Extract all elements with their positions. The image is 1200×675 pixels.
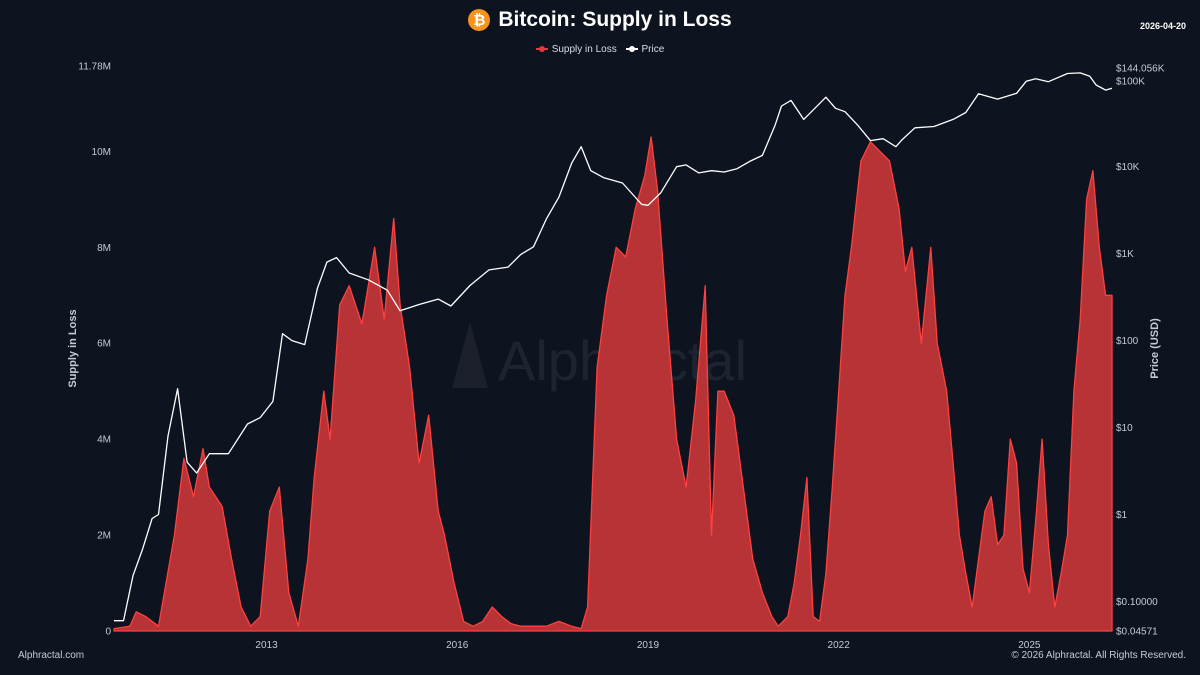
y2-tick-label: $10 [1116,423,1133,434]
y-tick-label: 2M [97,531,111,542]
y2-tick-label: $1 [1116,510,1128,521]
x-tick-label: 2016 [446,640,469,651]
watermark-logo-icon [452,322,488,388]
footer-site[interactable]: Alphractal.com [18,650,85,661]
y-tick-label: 4M [97,435,111,446]
legend-label-supply: Supply in Loss [551,43,617,55]
y-axis-title: Supply in Loss [67,309,79,387]
supply-in-loss-area [113,136,1113,632]
footer-copyright: © 2026 Alphractal. All Rights Reserved. [1011,650,1186,661]
y2-tick-label: $144.056K [1116,64,1165,75]
report-date: 2026-04-20 [1139,21,1186,31]
y-tick-label: 0 [105,627,111,638]
y2-axis-title: Price (USD) [1149,318,1161,379]
y2-tick-label: $0.10000 [1116,597,1158,608]
chart-legend: Supply in Loss Price [0,42,1200,55]
y-tick-label: 10M [92,147,111,158]
legend-swatch-price [625,46,638,52]
chart-title-text: Bitcoin: Supply in Loss [498,8,732,31]
y-tick-label: 11.78M [78,62,111,73]
x-tick-label: 2022 [828,640,851,651]
legend-swatch-supply [535,46,548,52]
bitcoin-icon: ₿ [468,9,491,31]
y2-tick-label: $100K [1116,76,1145,87]
x-tick-label: 2013 [255,640,278,651]
x-tick-label: 2025 [1018,640,1041,651]
supply-area-layer [113,136,1113,632]
y-tick-label: 8M [97,243,111,254]
legend-item-supply-in-loss[interactable]: Supply in Loss [535,43,617,55]
y2-tick-label: $100 [1116,336,1139,347]
axis-ticks-layer: 0 2M 4M 6M 8M 10M 11.78M $0.04571 $0.10000 $1 $10 $… [67,62,1165,652]
y-tick-label: 6M [97,339,111,350]
chart-title: ₿ Bitcoin: Supply in Loss [468,8,732,32]
y2-tick-label: $10K [1116,162,1140,173]
price-line-layer [114,72,1113,622]
x-tick-label: 2019 [637,640,660,651]
legend-label-price: Price [641,43,665,55]
legend-item-price[interactable]: Price [625,43,665,55]
y2-tick-label: $0.04571 [1116,627,1158,638]
price-line [114,72,1113,622]
y2-tick-label: $1K [1116,249,1134,260]
